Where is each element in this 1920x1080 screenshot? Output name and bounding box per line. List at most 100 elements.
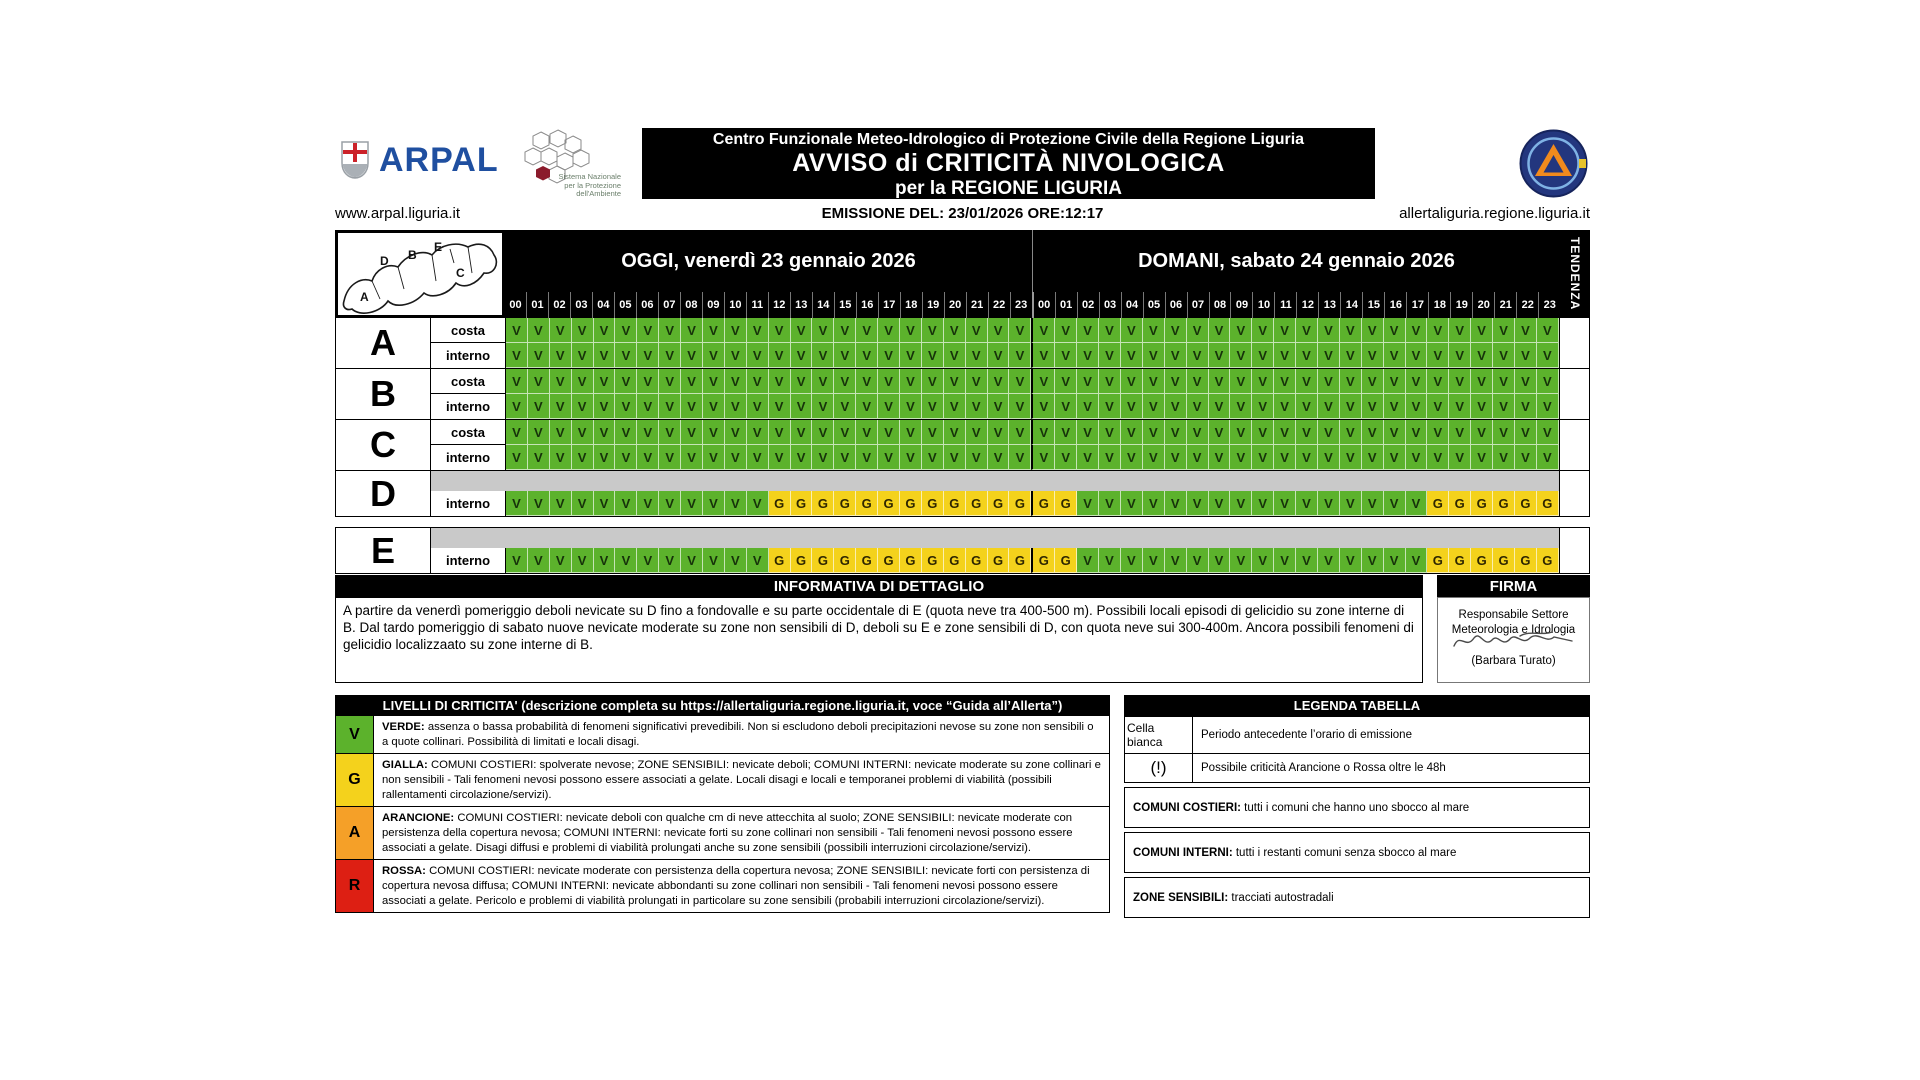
criticality-cell: V — [1120, 548, 1143, 573]
criticality-cell: V — [1120, 420, 1143, 445]
criticality-cell: V — [1361, 318, 1384, 343]
criticality-cell: V — [637, 491, 660, 516]
criticality-cell: V — [1493, 445, 1515, 470]
criticality-cell: G — [943, 548, 966, 573]
emission-datetime: EMISSIONE DEL: 23/01/2026 ORE:12:17 — [821, 204, 1104, 222]
criticality-cell: V — [1536, 394, 1559, 419]
criticality-cell: V — [790, 343, 813, 368]
criticality-cell: V — [1164, 394, 1187, 419]
criticality-cell: V — [1405, 369, 1428, 394]
criticality-cell: V — [571, 548, 594, 573]
criticality-cell: G — [812, 491, 835, 516]
hour-label: 06 — [635, 292, 658, 318]
criticality-cell: V — [1449, 343, 1472, 368]
criticality-cell: V — [593, 343, 616, 368]
criticality-cell: V — [549, 343, 572, 368]
legenda-2col: Cella bianca Periodo antecedente l’orari… — [1124, 716, 1590, 783]
criticality-cell: V — [834, 394, 857, 419]
criticality-cell: V — [987, 369, 1010, 394]
criticality-cell: V — [1186, 491, 1209, 516]
criticality-cell: V — [1274, 343, 1297, 368]
hour-label: 23 — [1009, 292, 1032, 318]
criticality-cell: V — [1471, 369, 1494, 394]
firma-role-line1: Responsabile Settore — [1458, 609, 1569, 621]
criticality-cell: V — [1099, 318, 1121, 343]
criticality-cell: V — [1296, 318, 1318, 343]
criticality-cell: G — [1009, 491, 1032, 516]
hour-label: 10 — [1252, 292, 1275, 318]
criticality-cell: V — [1055, 445, 1078, 470]
criticality-cell: V — [1230, 548, 1253, 573]
day-today-header: OGGI, venerdì 23 gennaio 2026 — [505, 230, 1032, 292]
criticality-cell: V — [1009, 369, 1032, 394]
criticality-cell: V — [943, 420, 966, 445]
criticality-cell: V — [1120, 369, 1143, 394]
criticality-cell: V — [724, 318, 747, 343]
criticality-cell: V — [878, 318, 901, 343]
criticality-cell: V — [1317, 318, 1340, 343]
criticality-cell: V — [746, 491, 769, 516]
hour-label: 11 — [1274, 292, 1297, 318]
criticality-cell: V — [703, 343, 725, 368]
allerta-url-link[interactable]: allertaliguria.regione.liguria.it — [1399, 204, 1590, 222]
criticality-cell: V — [1427, 318, 1450, 343]
criticality-cell: V — [1536, 343, 1559, 368]
criticality-cell: V — [615, 491, 638, 516]
hour-label: 08 — [679, 292, 702, 318]
criticality-cell: V — [1427, 369, 1450, 394]
criticality-cell: V — [1361, 548, 1384, 573]
criticality-cell: V — [834, 318, 857, 343]
livello-rossa-row: R ROSSA: COMUNI COSTIERI: nevicate moder… — [335, 859, 1110, 914]
criticality-cell: V — [1317, 491, 1340, 516]
hour-label: 14 — [811, 292, 834, 318]
criticality-cell: V — [1361, 445, 1384, 470]
esclamativo-symbol: (!) — [1125, 754, 1193, 782]
hour-label: 12 — [767, 292, 790, 318]
arpal-url-link[interactable]: www.arpal.liguria.it — [335, 204, 461, 222]
criticality-cell: G — [1514, 548, 1537, 573]
criticality-cell: V — [724, 343, 747, 368]
criticality-cell: G — [1031, 548, 1056, 573]
criticality-cell: V — [724, 445, 747, 470]
criticality-cell: V — [1009, 394, 1032, 419]
bulletin-sheet: ARPAL Sistema Nazionale per la Protezi — [335, 128, 1590, 918]
criticality-cell: V — [921, 445, 944, 470]
criticality-cell: V — [703, 394, 725, 419]
livello-verde-row: V VERDE: assenza o bassa probabilità di … — [335, 715, 1110, 755]
hour-label: 16 — [1384, 292, 1407, 318]
gialla-description: GIALLA: COMUNI COSTIERI: spolverate nevo… — [382, 759, 1101, 801]
criticality-cell: V — [681, 394, 704, 419]
tendenza-cell-D — [1559, 471, 1589, 516]
criticality-cell: G — [1031, 491, 1056, 516]
criticality-cell: G — [790, 491, 813, 516]
criticality-cell: G — [790, 548, 813, 573]
criticality-cell: V — [549, 369, 572, 394]
comuni-costieri-box: COMUNI COSTIERI: tutti i comuni che hann… — [1124, 787, 1590, 828]
zone-sensibili-box: ZONE SENSIBILI: tracciati autostradali — [1124, 877, 1590, 918]
criticality-cell: G — [1427, 548, 1450, 573]
hour-label: 22 — [1516, 292, 1539, 318]
criticality-cell: V — [1099, 420, 1121, 445]
criticality-cell: V — [921, 318, 944, 343]
title-banner: Centro Funzionale Meteo-Idrologico di Pr… — [642, 128, 1375, 199]
rossa-description: ROSSA: COMUNI COSTIERI: nevicate moderat… — [382, 865, 1090, 907]
criticality-cell: V — [615, 318, 638, 343]
criticality-cell: V — [987, 343, 1010, 368]
hour-label: 12 — [1296, 292, 1319, 318]
criticality-cell: V — [1142, 369, 1165, 394]
criticality-cell: V — [1142, 548, 1165, 573]
criticality-cell: V — [987, 394, 1010, 419]
criticality-cell: V — [1449, 394, 1472, 419]
criticality-cell: V — [790, 318, 813, 343]
criticality-cell: V — [1142, 420, 1165, 445]
criticality-cell: V — [681, 548, 704, 573]
criticality-cell: V — [1099, 445, 1121, 470]
criticality-cell: V — [768, 343, 791, 368]
arancione-swatch: A — [336, 807, 374, 860]
row-label: interno — [431, 548, 506, 573]
criticality-cell: V — [1055, 369, 1078, 394]
criticality-cell: V — [1230, 369, 1253, 394]
